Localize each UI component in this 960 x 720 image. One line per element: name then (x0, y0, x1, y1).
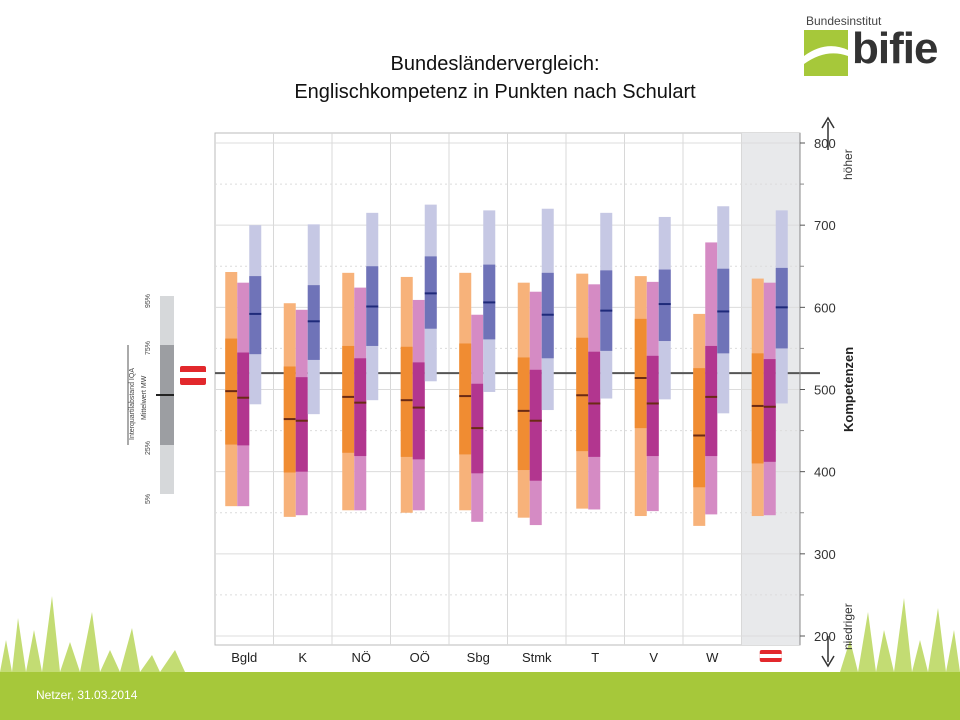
grass-right (840, 598, 960, 672)
flag-white-stripe (759, 654, 782, 658)
category-label-NÖ: NÖ (352, 650, 372, 665)
box-iqr-p25-p75 (400, 346, 413, 457)
box-iqr-p25-p75 (249, 276, 262, 355)
box-iqr-p25-p75 (529, 369, 542, 481)
box-apsorange-K (283, 303, 296, 517)
box-ahspink-Sbg (471, 314, 484, 522)
box-iqr-p25-p75 (658, 269, 671, 342)
category-label-W: W (706, 650, 719, 665)
legend-mw-label: Mittelwert MW (141, 375, 148, 420)
box-bhspurple-OÖ (424, 204, 437, 382)
category-label-T: T (591, 650, 599, 665)
y-axis-title: Kompetenzen (841, 347, 856, 432)
footer-grass-band (0, 672, 960, 720)
legend-percentile-label: 95% (145, 294, 152, 308)
box-iqr-p25-p75 (763, 359, 776, 462)
box-iqr-p25-p75 (751, 353, 764, 464)
box-ahspink-T (588, 284, 601, 510)
y-tick-label: 600 (814, 300, 836, 315)
box-apsorange-NÖ (342, 272, 355, 511)
y-tick-label: 300 (814, 547, 836, 562)
box-iqr-p25-p75 (307, 285, 320, 360)
legend-percentile-label: 5% (145, 494, 152, 504)
flag-white (180, 372, 206, 378)
y-tick-label: 700 (814, 218, 836, 233)
box-ahspink-Stmk (529, 291, 542, 526)
box-ahspink-W (705, 242, 718, 515)
box-iqr-p25-p75 (646, 355, 659, 457)
y-tick-label: 500 (814, 383, 836, 398)
box-bhspurple-AT (775, 210, 788, 404)
title-line-1: Bundesländervergleich: (390, 53, 600, 75)
box-bhspurple-W (717, 206, 730, 414)
y-tick-label: 400 (814, 465, 836, 480)
box-iqr-p25-p75 (634, 318, 647, 429)
box-iqr-p25-p75 (342, 345, 355, 453)
box-ahspink-AT (763, 282, 776, 516)
arrow-up-icon (821, 116, 835, 129)
bifie-logo: Bundesinstitut bifie (800, 10, 940, 76)
category-label-Bgld: Bgld (231, 650, 257, 665)
box-iqr-p25-p75 (705, 345, 718, 457)
box-apsorange-OÖ (400, 276, 413, 513)
arrow-down-icon (821, 655, 835, 668)
box-iqr-p25-p75 (295, 377, 308, 472)
category-label-Stmk: Stmk (522, 650, 552, 665)
box-apsorange-AT (751, 278, 764, 517)
box-iqr-p25-p75 (517, 357, 530, 471)
box-iqr-p25-p75 (412, 362, 425, 460)
category-label-V: V (649, 650, 658, 665)
category-label-OÖ: OÖ (410, 650, 430, 665)
box-bhspurple-Sbg (483, 210, 496, 392)
austria-flag-icon (759, 650, 782, 662)
title-line-2: Englischkompetenz in Punkten nach Schula… (294, 81, 696, 103)
y-tick-label: 200 (814, 629, 836, 644)
y-tick-label: 800 (814, 136, 836, 151)
legend-percentile-label: 25% (145, 441, 152, 455)
logo-swoosh-icon (804, 30, 848, 76)
box-ahspink-K (295, 309, 308, 516)
logo-small-text: Bundesinstitut (806, 14, 882, 28)
box-bhspurple-Stmk (541, 208, 554, 411)
box-ahspink-NÖ (354, 287, 367, 511)
austria-flag-left-icon (180, 366, 206, 385)
grass-left (0, 596, 185, 672)
box-iqr-p25-p75 (237, 352, 250, 446)
logo-big-text: bifie (852, 24, 938, 73)
box-apsorange-W (693, 313, 706, 526)
box-bhspurple-Bgld (249, 225, 262, 405)
legend-percentile-label: 75% (145, 341, 152, 355)
box-apsorange-Stmk (517, 282, 530, 518)
category-label-K: K (298, 650, 307, 665)
box-ahspink-OÖ (412, 299, 425, 511)
chart: 200 300 400 500 600 700 800 höher niedriger Kompe… (127, 116, 856, 668)
box-bhspurple-NÖ (366, 212, 379, 401)
legend-iqa-label: Interquartilabstand IQA (129, 368, 136, 440)
box-bhspurple-V (658, 216, 671, 400)
box-apsorange-Bgld (225, 272, 238, 507)
box-apsorange-T (576, 273, 589, 509)
box-ahspink-V (646, 281, 659, 512)
box-ahspink-Bgld (237, 282, 250, 507)
box-iqr-p25-p75 (354, 358, 367, 457)
box-iqr-p25-p75 (459, 343, 472, 455)
box-apsorange-Sbg (459, 272, 472, 511)
box-apsorange-V (634, 276, 647, 517)
category-label-Sbg: Sbg (467, 650, 490, 665)
y-arrow-top-label: höher (841, 149, 855, 180)
y-arrow-bottom-label: niedriger (841, 603, 855, 650)
box-bhspurple-T (600, 212, 613, 399)
box-bhspurple-K (307, 224, 320, 415)
page-title: Bundesländervergleich: Englischkompetenz… (150, 50, 840, 106)
footer-author-date: Netzer, 31.03.2014 (36, 688, 138, 702)
box-iqr-p25-p75 (693, 368, 706, 488)
